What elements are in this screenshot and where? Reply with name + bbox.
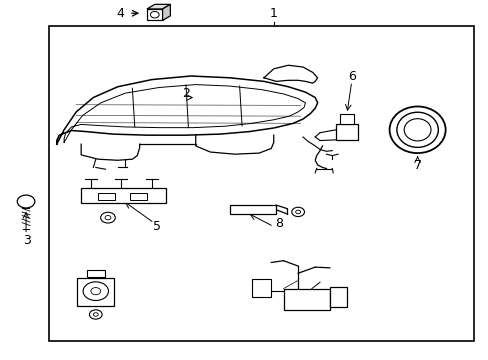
Circle shape — [93, 313, 98, 316]
Circle shape — [91, 288, 101, 295]
Bar — [283, 289, 329, 310]
Bar — [77, 278, 114, 306]
Bar — [339, 114, 353, 124]
Circle shape — [89, 310, 102, 319]
Circle shape — [291, 207, 304, 217]
Polygon shape — [264, 65, 317, 83]
Text: 5: 5 — [152, 220, 161, 233]
Bar — [335, 124, 357, 140]
Bar — [147, 9, 162, 21]
Circle shape — [17, 195, 35, 208]
Circle shape — [295, 210, 300, 214]
Circle shape — [83, 282, 108, 301]
Text: 9: 9 — [82, 290, 90, 303]
Ellipse shape — [396, 112, 437, 147]
Bar — [49, 26, 473, 341]
Text: 1: 1 — [269, 7, 277, 20]
Ellipse shape — [389, 107, 445, 153]
Circle shape — [105, 216, 111, 220]
Bar — [98, 193, 115, 200]
Bar — [329, 287, 346, 307]
Bar — [229, 205, 276, 214]
Polygon shape — [162, 4, 170, 21]
Text: 7: 7 — [413, 159, 421, 172]
Bar — [251, 279, 271, 297]
Text: 6: 6 — [347, 69, 355, 82]
Text: 2: 2 — [182, 87, 189, 100]
Circle shape — [101, 212, 115, 223]
Polygon shape — [147, 4, 170, 9]
Text: 8: 8 — [274, 216, 282, 230]
Text: 4: 4 — [116, 7, 124, 20]
Text: 3: 3 — [23, 234, 31, 247]
Bar — [130, 193, 147, 200]
Polygon shape — [57, 76, 317, 144]
Bar — [81, 188, 166, 203]
Bar — [87, 270, 104, 277]
Circle shape — [150, 12, 159, 18]
Ellipse shape — [404, 119, 430, 141]
